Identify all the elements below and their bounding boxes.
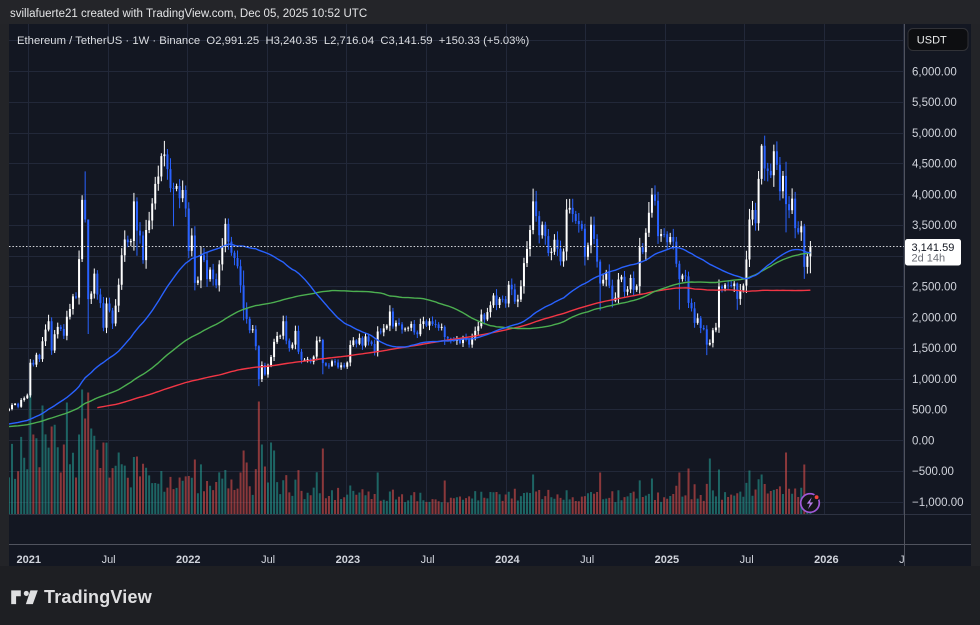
svg-text:4,000.00: 4,000.00 [912, 190, 957, 202]
svg-text:Jul: Jul [421, 554, 435, 566]
svg-text:2022: 2022 [176, 554, 200, 566]
svg-text:2d 14h: 2d 14h [912, 253, 946, 265]
svg-text:Ethereum / TetherUS · 1W · Bin: Ethereum / TetherUS · 1W · Binance O2,99… [17, 35, 529, 47]
svg-text:3,141.59: 3,141.59 [912, 242, 955, 254]
svg-text:1,500.00: 1,500.00 [912, 343, 957, 355]
svg-text:TradingView: TradingView [44, 587, 153, 607]
svg-text:4,500.00: 4,500.00 [912, 159, 957, 171]
svg-text:2021: 2021 [17, 554, 41, 566]
svg-text:5,500.00: 5,500.00 [912, 97, 957, 109]
svg-text:svillafuerte21 created with Tr: svillafuerte21 created with TradingView.… [10, 8, 367, 20]
svg-text:Jul: Jul [102, 554, 116, 566]
svg-text:2023: 2023 [336, 554, 360, 566]
svg-text:Jul: Jul [740, 554, 754, 566]
svg-text:6,000.00: 6,000.00 [912, 67, 957, 79]
svg-text:USDT: USDT [917, 35, 947, 47]
svg-text:2,500.00: 2,500.00 [912, 282, 957, 294]
svg-text:500.00: 500.00 [912, 405, 947, 417]
svg-text:2024: 2024 [495, 554, 520, 566]
svg-text:−500.00: −500.00 [912, 466, 954, 478]
svg-text:1,000.00: 1,000.00 [912, 374, 957, 386]
svg-text:Jul: Jul [580, 554, 594, 566]
svg-text:Jul: Jul [899, 554, 913, 566]
svg-text:Jul: Jul [261, 554, 275, 566]
svg-text:2,000.00: 2,000.00 [912, 312, 957, 324]
svg-text:2025: 2025 [655, 554, 679, 566]
svg-text:2026: 2026 [814, 554, 838, 566]
svg-text:−1,000.00: −1,000.00 [912, 497, 963, 509]
svg-text:5,000.00: 5,000.00 [912, 128, 957, 140]
svg-text:0.00: 0.00 [912, 435, 934, 447]
svg-text:3,500.00: 3,500.00 [912, 220, 957, 232]
